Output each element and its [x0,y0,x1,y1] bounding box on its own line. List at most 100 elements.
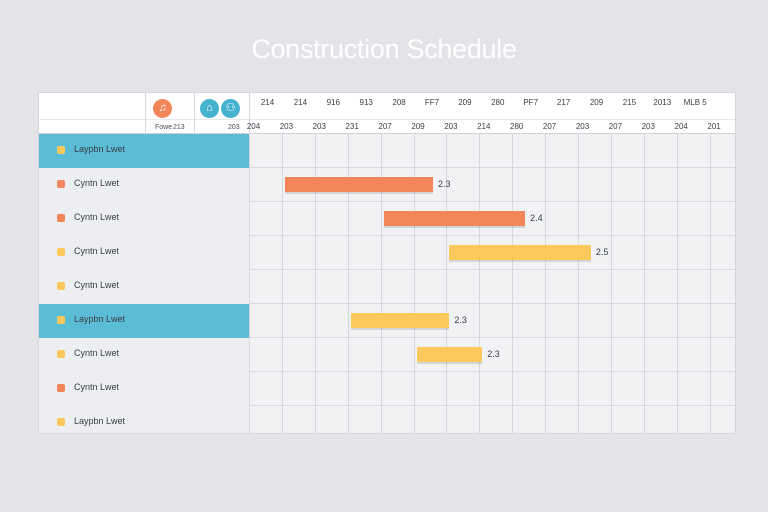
bottom-tick-label: 231 [345,122,359,131]
task-label: Cyntn Lwet [74,348,120,358]
task-row-header: Cyntn Lwet [39,202,249,236]
task-label: Laypbn Lwet [74,416,126,426]
task-marker-icon [57,316,65,324]
header-divider [39,133,735,134]
top-tick-label: PF7 [523,98,539,107]
task-row[interactable]: Laypbn Lwet [39,406,735,433]
task-label: Cyntn Lwet [74,212,120,222]
task-bar[interactable] [449,245,591,260]
grid-line [545,134,547,433]
column-divider [249,93,250,433]
top-tick-label: 214 [260,98,275,107]
top-tick-label: 209 [458,98,472,107]
top-tick-label: 913 [359,98,373,107]
task-marker-icon [57,214,65,222]
grid-line [380,134,382,433]
task-row[interactable]: Cyntn Lwet [39,168,735,202]
task-marker-icon [57,146,65,154]
bar-value-label: 2.5 [595,247,609,257]
task-row-header: Cyntn Lwet [39,236,249,270]
people-icon[interactable]: ⚇ [221,99,240,118]
bottom-tick-label: 207 [378,122,392,131]
top-tick-label: 214 [293,98,308,107]
bar-value-label: 2.3 [437,179,451,189]
task-bar[interactable] [416,347,483,362]
top-tick-label: 280 [491,98,505,107]
top-tick-label: 2013 [653,98,672,107]
bottom-tick-label: 204 [674,122,688,131]
top-tick-label: 217 [556,98,571,107]
task-bar[interactable] [350,313,450,328]
bottom-tick-label: 203 [312,122,326,131]
bottom-tick-label: 203 [641,122,655,131]
task-row-header: Laypbn Lwet [39,406,249,433]
grid-line [676,134,678,433]
grid-line [512,134,514,433]
music-icon[interactable]: ♫ [153,99,172,118]
task-label: Cyntn Lwet [74,178,120,188]
top-tick-label: 916 [326,98,340,107]
top-tick-label: MLB 5 [683,98,707,107]
bottom-tick-label: 204 [246,122,261,131]
task-label: Cyntn Lwet [74,280,120,290]
bottom-tick-label: 207 [608,122,623,131]
bottom-tick-label: 203 [575,122,590,131]
task-marker-icon [57,282,65,290]
task-row[interactable]: Laypbn Lwet [39,134,735,168]
task-marker-icon [57,350,65,358]
grid-line [479,134,481,433]
task-row[interactable]: Cyntn Lwet [39,202,735,236]
task-row-header: Cyntn Lwet [39,168,249,202]
grid-line [709,134,711,433]
task-row[interactable]: Cyntn Lwet [39,236,735,270]
bottom-tick-label: 280 [510,122,524,131]
top-tick-label: FF7 [424,98,440,107]
task-row-header: Laypbn Lwet [39,304,249,338]
task-marker-icon [57,180,65,188]
task-bar[interactable] [284,177,433,192]
header-sub [39,119,735,133]
task-row-header: Cyntn Lwet [39,372,249,406]
bottom-tick-label: 201 [707,122,721,131]
grid-line [578,134,579,433]
task-marker-icon [57,248,65,256]
task-bar[interactable] [383,211,526,226]
bottom-tick-label: 207 [542,122,557,131]
grid-line [314,134,316,433]
grid-line [446,134,448,433]
task-row-header: Cyntn Lwet [39,338,249,372]
top-tick-label: 209 [589,98,604,107]
header-label-value: 213 [173,124,185,131]
grid-line [347,134,349,433]
top-tick-label: 208 [392,98,406,107]
task-label: Cyntn Lwet [74,382,120,392]
bar-value-label: 2.4 [530,213,543,223]
chart-title: Construction Schedule [251,34,517,64]
header-label: Fowe [155,124,173,131]
grid-line [643,134,645,433]
task-row-header: Cyntn Lwet [39,270,249,304]
task-row[interactable]: Cyntn Lwet [39,270,735,304]
bar-value-label: 2.3 [454,315,467,325]
grid-line [413,134,415,433]
grid-line [281,134,283,433]
top-tick-label: 215 [622,98,637,107]
task-row[interactable]: Cyntn Lwet [39,338,735,372]
home-icon[interactable]: ⌂ [200,99,219,118]
bottom-tick-label: 209 [411,122,425,131]
task-label: Laypbn Lwet [74,144,126,154]
task-marker-icon [57,418,65,426]
task-row-header: Laypbn Lwet [39,134,249,168]
task-row[interactable]: Cyntn Lwet [39,372,735,406]
header-label-value-right: 203 [228,124,240,131]
task-row[interactable]: Laypbn Lwet [39,304,735,338]
bottom-tick-label: 214 [477,122,491,131]
gantt-chart: ♫ ⌂ ⚇ Fowe 213 203 214 214 916 913 208 FF7 209… [38,92,736,434]
bar-value-label: 2.3 [487,349,500,359]
bottom-tick-label: 203 [444,122,458,131]
task-marker-icon [57,384,65,392]
task-label: Laypbn Lwet [74,314,126,324]
task-label: Cyntn Lwet [74,246,120,256]
grid-line [610,134,612,433]
bottom-tick-label: 203 [279,122,294,131]
